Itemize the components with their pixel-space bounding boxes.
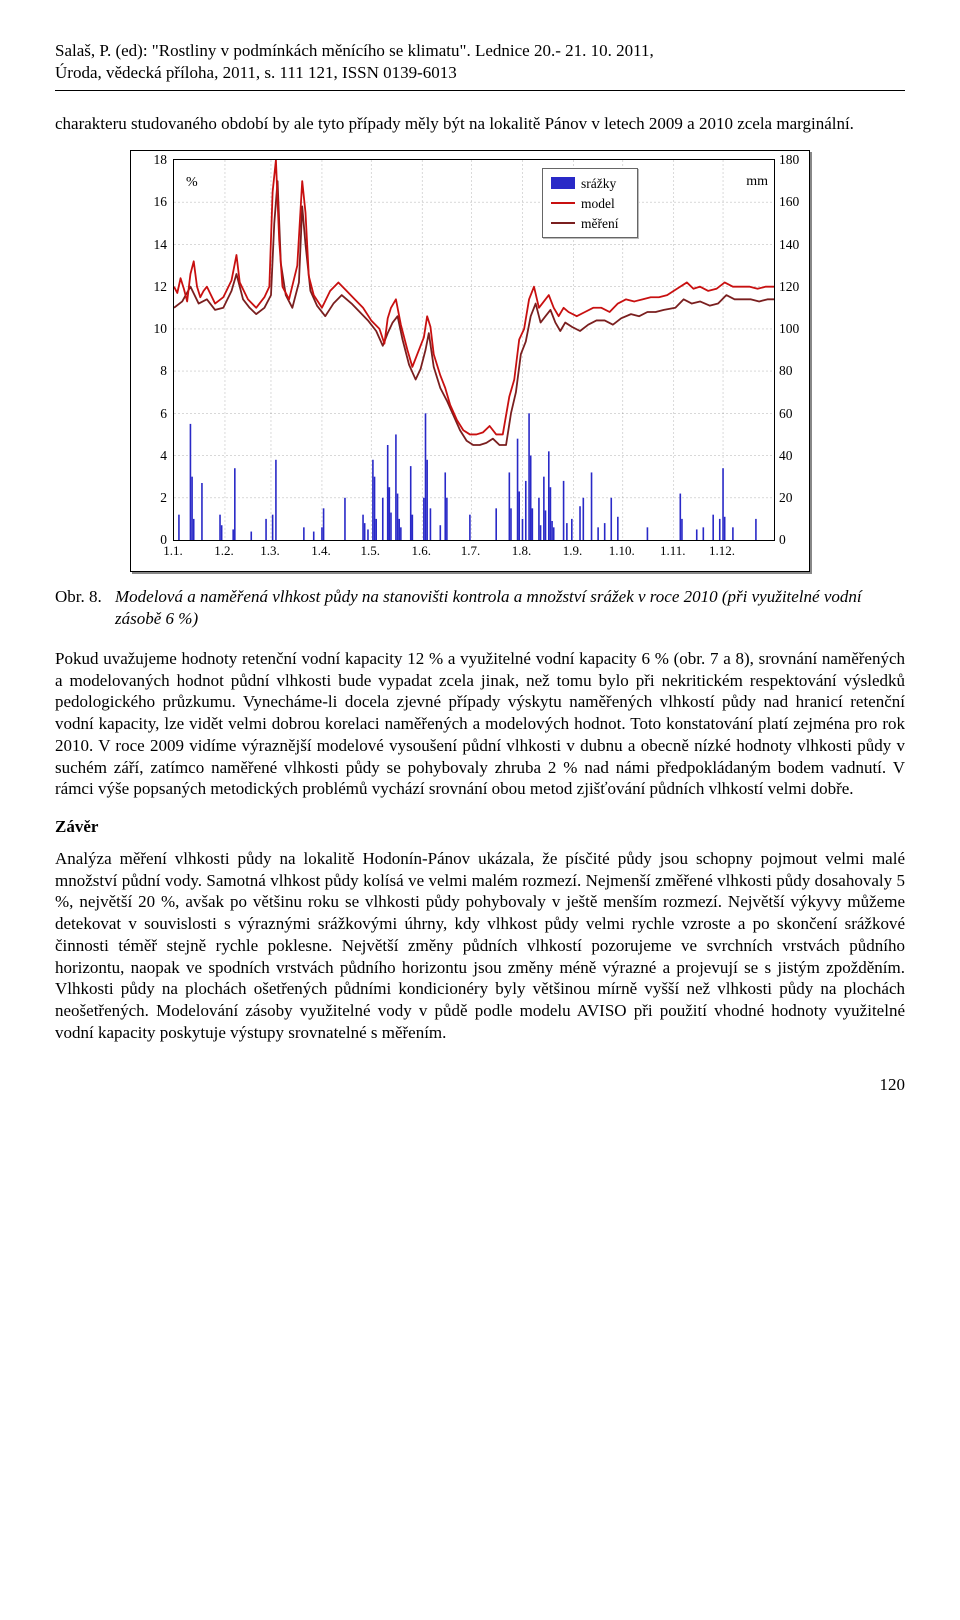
caption-text: Modelová a naměřená vlhkost půdy na stan…: [115, 587, 862, 628]
legend-swatch: [551, 177, 575, 189]
x-tick-label: 1.5.: [361, 543, 381, 560]
y-tick-right: 180: [779, 151, 809, 168]
page-header: Salaš, P. (ed): "Rostliny v podmínkách m…: [55, 40, 905, 84]
x-tick-label: 1.6.: [411, 543, 431, 560]
x-tick-label: 1.10.: [609, 543, 635, 560]
x-tick-label: 1.7.: [461, 543, 481, 560]
y-tick-left: 10: [139, 320, 167, 337]
x-tick-label: 1.4.: [311, 543, 331, 560]
y-tick-left: 12: [139, 278, 167, 295]
y-tick-right: 20: [779, 489, 809, 506]
page-number: 120: [55, 1074, 905, 1096]
y-tick-right: 140: [779, 236, 809, 253]
legend-item: měření: [551, 213, 629, 233]
x-tick-label: 1.12.: [709, 543, 735, 560]
header-line-2: Úroda, vědecká příloha, 2011, s. 111 121…: [55, 62, 905, 84]
y-tick-right: 0: [779, 531, 809, 548]
y-tick-right: 160: [779, 193, 809, 210]
legend-item: model: [551, 193, 629, 213]
figure-caption: Obr. 8.Modelová a naměřená vlhkost půdy …: [115, 586, 905, 630]
y-tick-left: 4: [139, 447, 167, 464]
x-tick-label: 1.8.: [512, 543, 532, 560]
y-tick-left: 6: [139, 405, 167, 422]
y-tick-right: 120: [779, 278, 809, 295]
x-tick-label: 1.3.: [260, 543, 280, 560]
y-axis-unit-right: mm: [746, 173, 768, 191]
body-paragraph: Pokud uvažujeme hodnoty retenční vodní k…: [55, 648, 905, 800]
header-line-1: Salaš, P. (ed): "Rostliny v podmínkách m…: [55, 40, 905, 62]
x-tick-label: 1.2.: [214, 543, 234, 560]
conclusion-paragraph: Analýza měření vlhkosti půdy na lokalitě…: [55, 848, 905, 1044]
x-tick-label: 1.1.: [163, 543, 183, 560]
y-tick-left: 18: [139, 151, 167, 168]
legend-item: srážky: [551, 173, 629, 193]
y-tick-right: 60: [779, 405, 809, 422]
y-axis-unit-left: %: [186, 174, 198, 192]
legend-swatch: [551, 222, 575, 224]
x-tick-label: 1.11.: [660, 543, 686, 560]
figure-8-chart: % mm srážky model měření 0 2 4 6 8 10 12 14 16 180 2…: [130, 150, 810, 572]
y-tick-left: 16: [139, 193, 167, 210]
section-heading: Závěr: [55, 816, 905, 838]
legend-label: model: [581, 195, 615, 212]
caption-label: Obr. 8.: [55, 586, 115, 608]
intro-paragraph: charakteru studovaného období by ale tyt…: [55, 113, 905, 135]
legend-label: srážky: [581, 175, 616, 192]
legend-label: měření: [581, 215, 618, 232]
x-tick-label: 1.9.: [563, 543, 583, 560]
y-tick-left: 8: [139, 362, 167, 379]
y-tick-left: 2: [139, 489, 167, 506]
y-tick-right: 40: [779, 447, 809, 464]
y-tick-left: 14: [139, 236, 167, 253]
legend-swatch: [551, 202, 575, 204]
y-tick-right: 100: [779, 320, 809, 337]
chart-legend: srážky model měření: [542, 168, 638, 238]
header-separator: [55, 90, 905, 91]
y-tick-right: 80: [779, 362, 809, 379]
